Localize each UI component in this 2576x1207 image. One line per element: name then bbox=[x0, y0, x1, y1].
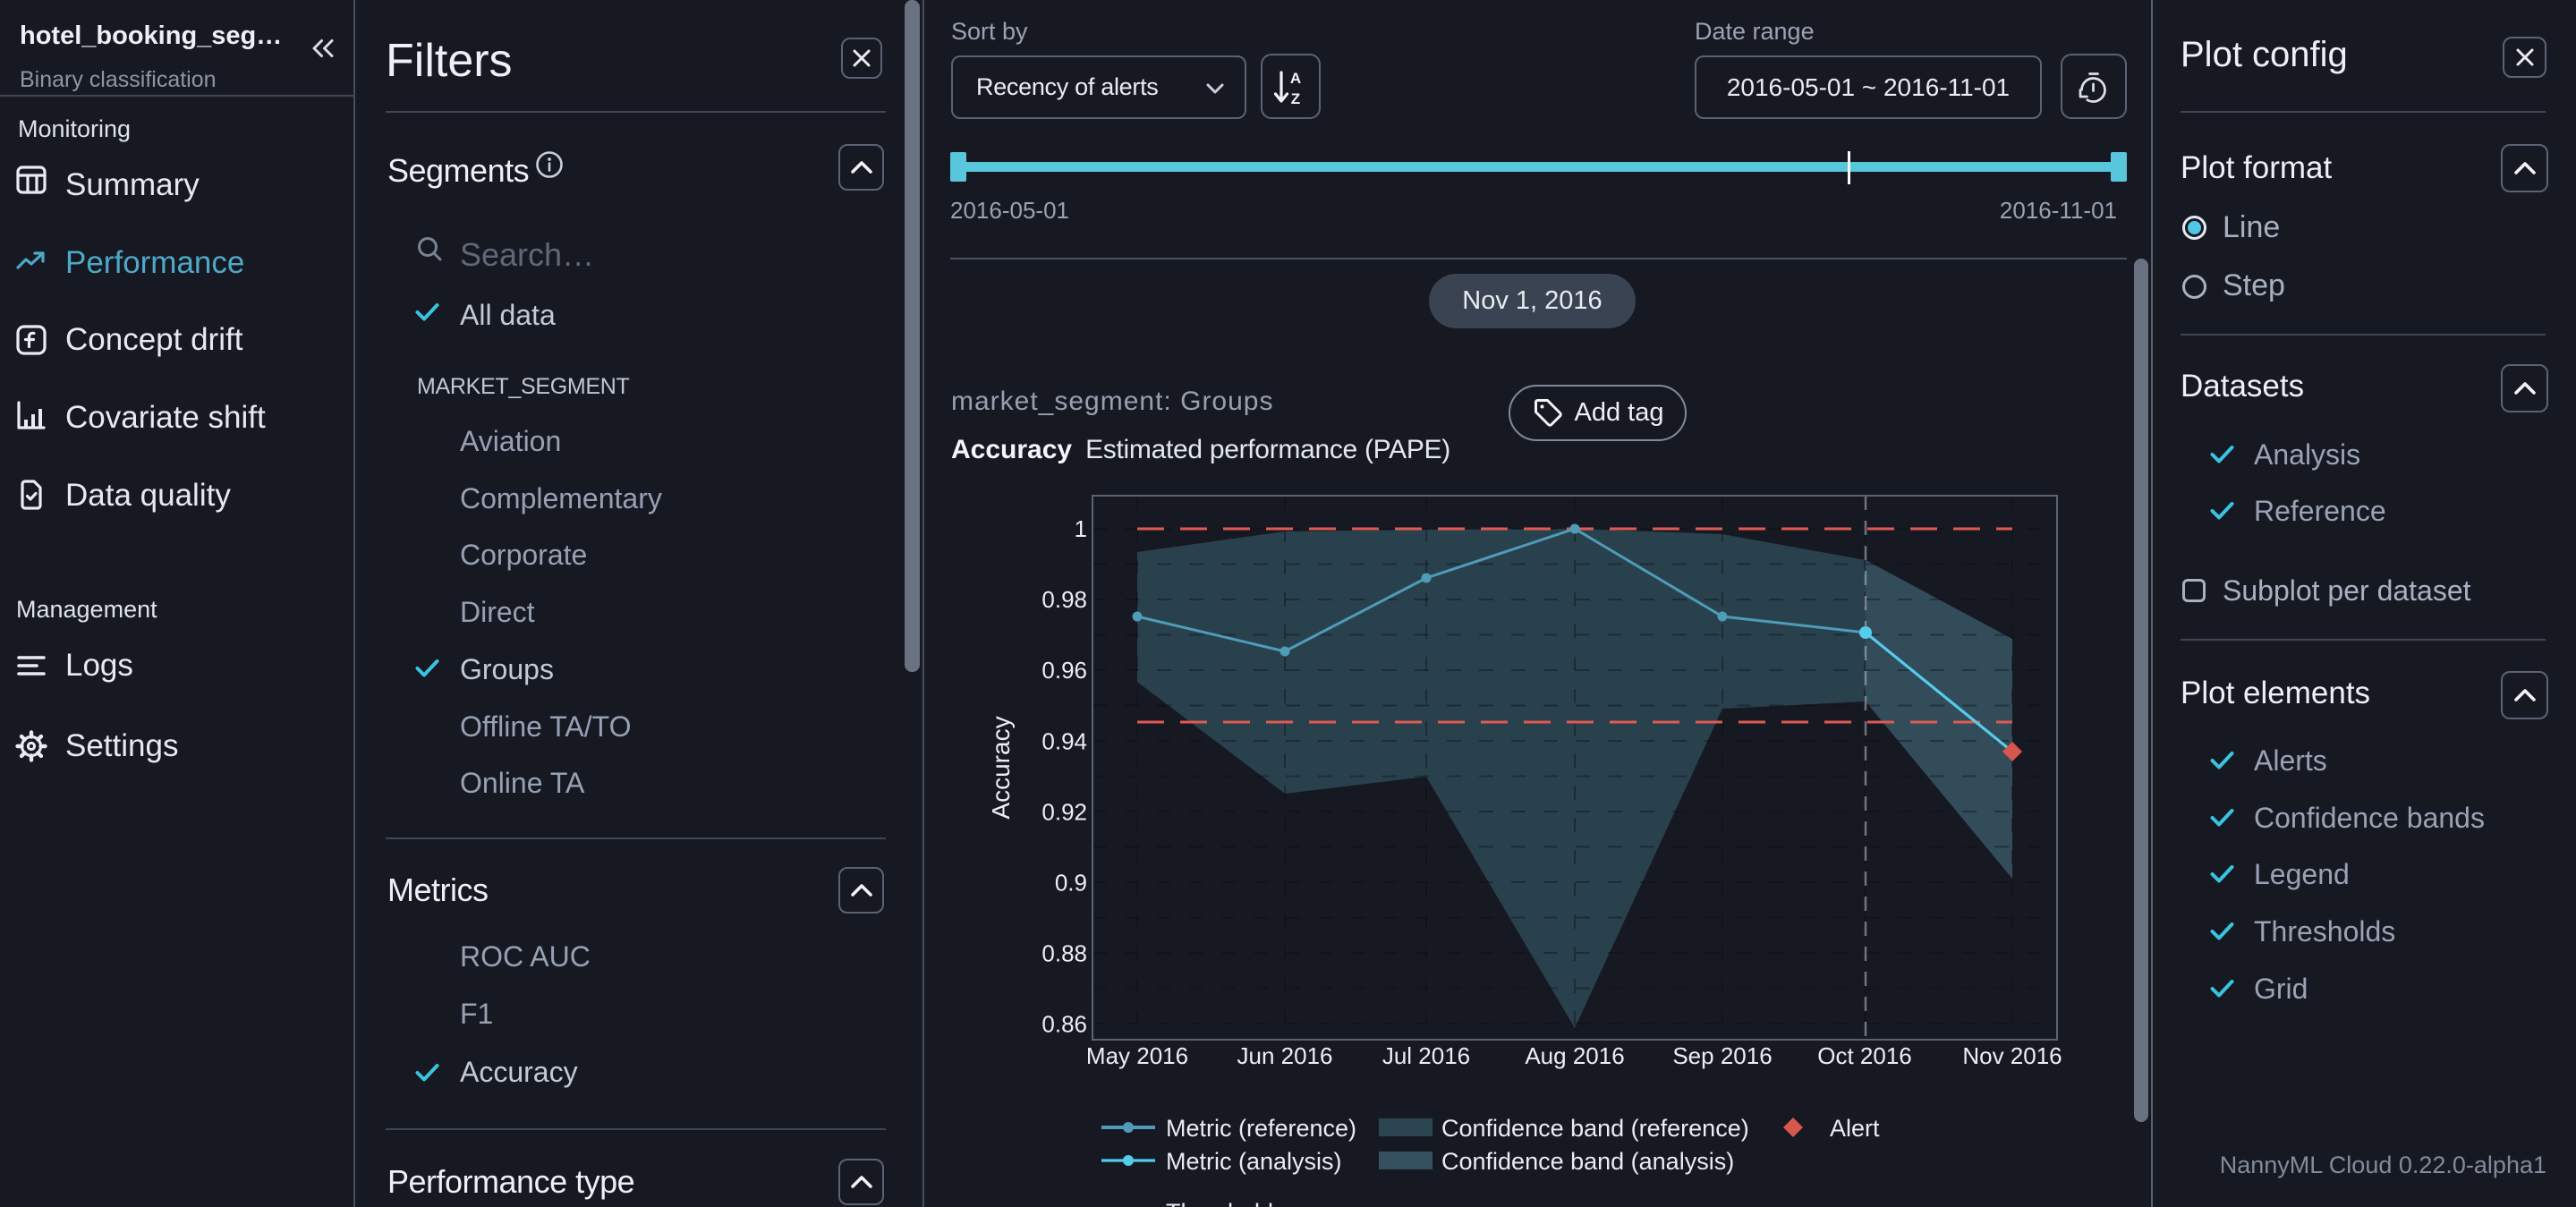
svg-text:Confidence band (analysis): Confidence band (analysis) bbox=[1441, 1148, 1734, 1175]
svg-text:Sep 2016: Sep 2016 bbox=[1672, 1042, 1772, 1069]
svg-text:May 2016: May 2016 bbox=[1086, 1042, 1188, 1069]
svg-text:0.86: 0.86 bbox=[1041, 1011, 1087, 1038]
svg-text:Metric (analysis): Metric (analysis) bbox=[1166, 1148, 1342, 1175]
svg-text:0.96: 0.96 bbox=[1041, 657, 1087, 684]
svg-text:A: A bbox=[1289, 70, 1300, 87]
svg-text:Z: Z bbox=[1290, 90, 1299, 106]
svg-text:0.94: 0.94 bbox=[1041, 728, 1087, 755]
svg-text:1: 1 bbox=[1075, 515, 1087, 542]
svg-text:Aug 2016: Aug 2016 bbox=[1525, 1042, 1624, 1069]
svg-text:Oct 2016: Oct 2016 bbox=[1817, 1042, 1912, 1069]
svg-text:0.9: 0.9 bbox=[1055, 870, 1087, 897]
svg-text:0.88: 0.88 bbox=[1041, 940, 1087, 967]
svg-text:Confidence band (reference): Confidence band (reference) bbox=[1441, 1115, 1749, 1142]
svg-text:Nov 2016: Nov 2016 bbox=[1962, 1042, 2062, 1069]
svg-text:Metric (reference): Metric (reference) bbox=[1166, 1115, 1356, 1142]
svg-text:Thresholds: Thresholds bbox=[1166, 1199, 1286, 1207]
svg-text:0.92: 0.92 bbox=[1041, 799, 1087, 826]
svg-text:Jul 2016: Jul 2016 bbox=[1382, 1042, 1470, 1069]
svg-text:Accuracy: Accuracy bbox=[987, 716, 1015, 819]
svg-text:0.98: 0.98 bbox=[1041, 586, 1087, 613]
svg-text:Jun 2016: Jun 2016 bbox=[1237, 1042, 1333, 1069]
svg-text:Alert: Alert bbox=[1830, 1115, 1880, 1142]
